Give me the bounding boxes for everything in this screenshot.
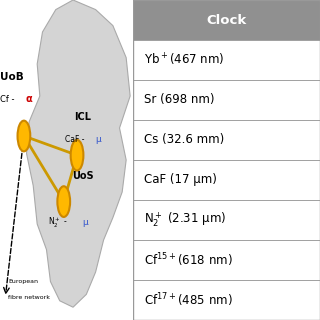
Bar bbox=[133, 160, 320, 200]
Bar bbox=[133, 120, 320, 160]
Text: Cf -: Cf - bbox=[0, 95, 17, 104]
Bar bbox=[133, 40, 320, 80]
Circle shape bbox=[18, 121, 30, 151]
Text: μ: μ bbox=[82, 218, 88, 227]
Text: N$_2^+$ (2.31 μm): N$_2^+$ (2.31 μm) bbox=[144, 211, 226, 229]
Text: Cf$^{17+}$(485 nm): Cf$^{17+}$(485 nm) bbox=[144, 291, 233, 309]
Text: Yb$^+$(467 nm): Yb$^+$(467 nm) bbox=[144, 52, 225, 68]
Text: μ: μ bbox=[96, 135, 101, 144]
Bar bbox=[133, 200, 320, 240]
Circle shape bbox=[71, 140, 84, 171]
Text: CaF -: CaF - bbox=[65, 135, 87, 144]
Text: Cf$^{15+}$(618 nm): Cf$^{15+}$(618 nm) bbox=[144, 251, 233, 269]
Circle shape bbox=[57, 186, 70, 217]
Text: European: European bbox=[8, 279, 38, 284]
Text: ICL: ICL bbox=[74, 112, 92, 122]
Text: Clock: Clock bbox=[206, 13, 246, 27]
Bar bbox=[133, 280, 320, 320]
Text: Sr (698 nm): Sr (698 nm) bbox=[144, 93, 214, 107]
Bar bbox=[133, 0, 320, 40]
Bar bbox=[133, 240, 320, 280]
Text: CaF (17 μm): CaF (17 μm) bbox=[144, 173, 217, 187]
Text: α: α bbox=[25, 94, 32, 104]
Text: UoS: UoS bbox=[72, 171, 93, 181]
Text: Cs (32.6 mm): Cs (32.6 mm) bbox=[144, 133, 224, 147]
Text: N$_2^+$ -: N$_2^+$ - bbox=[48, 215, 68, 229]
Polygon shape bbox=[27, 0, 130, 307]
Text: UoB: UoB bbox=[0, 72, 24, 82]
Bar bbox=[133, 80, 320, 120]
Text: fibre network: fibre network bbox=[8, 295, 50, 300]
